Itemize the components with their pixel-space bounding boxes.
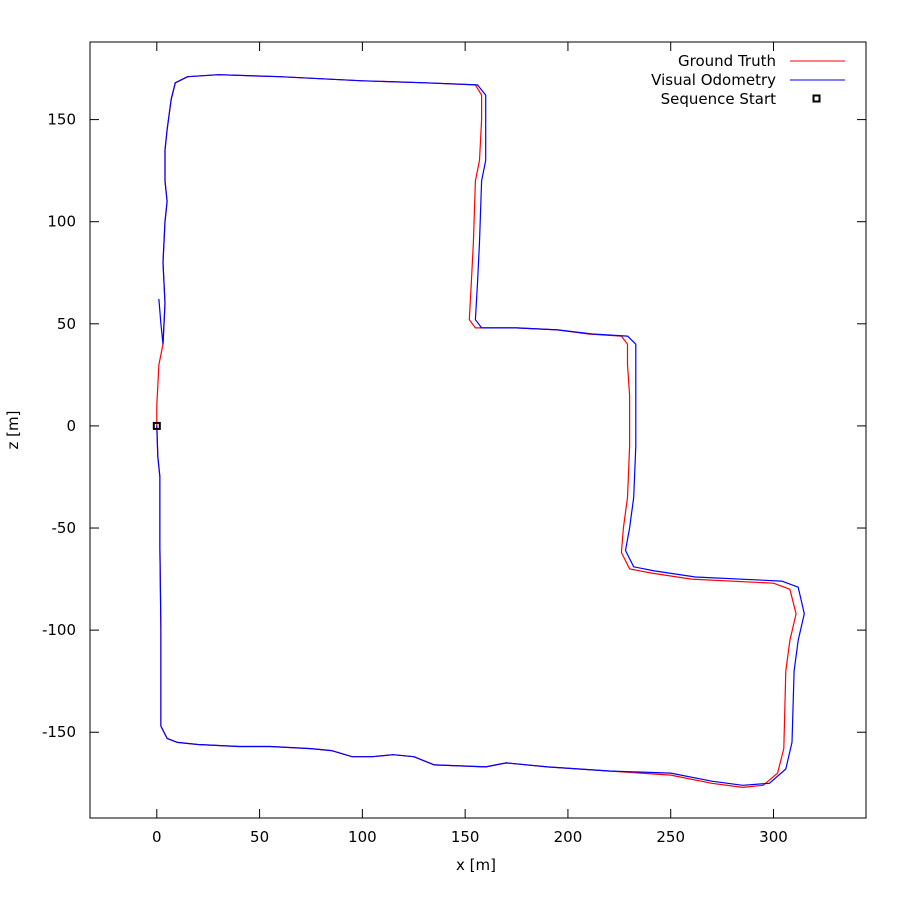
marker-layer: [152, 421, 161, 430]
tick-labels: 0 50 100 150 200 250 300 -150 -100 -50 0 50 100 150: [42, 111, 788, 846]
x-tick-label: 250: [656, 828, 685, 846]
sequence-start-marker: [152, 421, 161, 430]
series-line-visual-odometry: [156, 74, 805, 786]
y-axis-label: z [m]: [4, 411, 22, 450]
legend-label-sequence-start: Sequence Start: [661, 90, 777, 108]
y-tick-label: 0: [66, 417, 76, 435]
y-tick-label: 150: [47, 111, 76, 129]
legend-label-visual-odometry: Visual Odometry: [651, 71, 776, 89]
series-layer: [156, 74, 805, 788]
x-tick-label: 0: [152, 828, 162, 846]
plot-frame: [89, 41, 867, 819]
x-tick-label: 200: [554, 828, 583, 846]
y-tick-label: -50: [52, 519, 77, 537]
x-tick-label: 150: [451, 828, 480, 846]
legend-swatch-sequence-start: [812, 94, 821, 103]
legend-label-ground-truth: Ground Truth: [678, 52, 776, 70]
y-tick-label: 100: [47, 213, 76, 231]
axis-ticks: [90, 42, 866, 818]
legend: Ground Truth Visual Odometry Sequence St…: [651, 52, 845, 108]
y-tick-label: 50: [57, 315, 76, 333]
y-tick-label: -150: [42, 723, 76, 741]
x-tick-label: 300: [759, 828, 788, 846]
y-tick-label: -100: [42, 621, 76, 639]
x-axis-label: x [m]: [456, 856, 496, 874]
x-tick-label: 50: [250, 828, 269, 846]
x-tick-label: 100: [348, 828, 377, 846]
